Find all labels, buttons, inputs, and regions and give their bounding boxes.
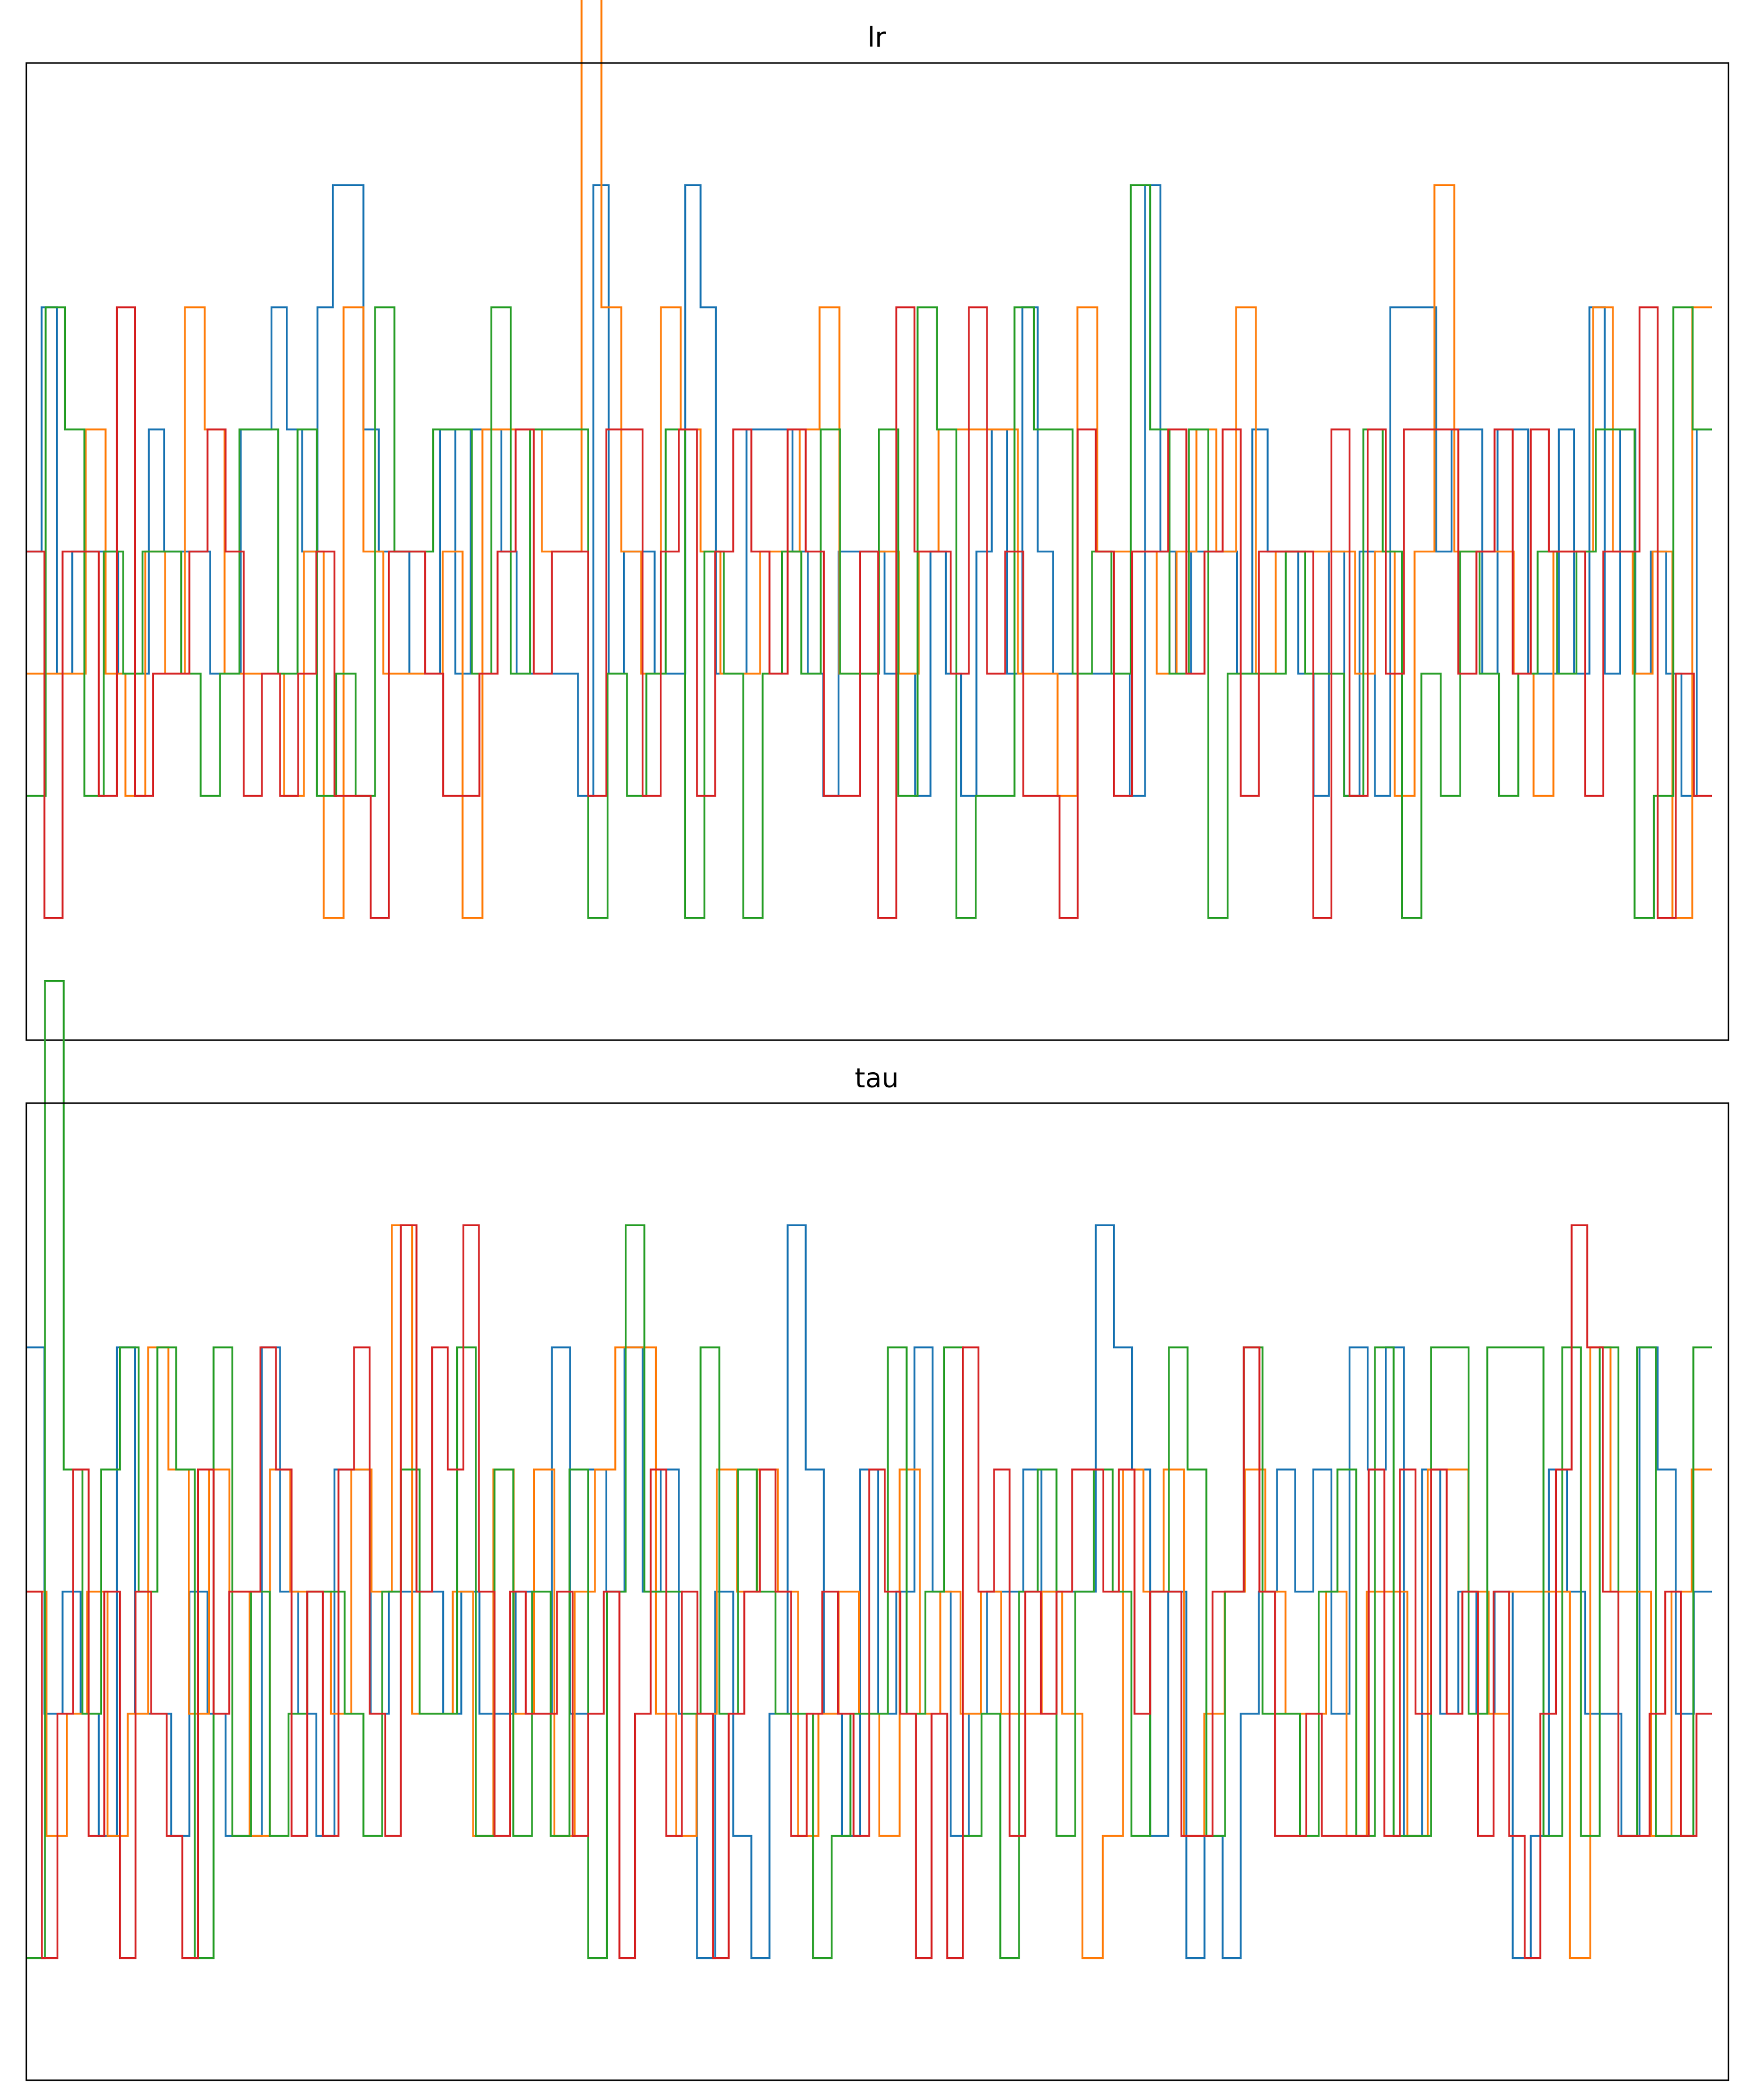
lr-panel: lr: [25, 0, 1730, 1041]
tau-series-layer: [26, 980, 1712, 1959]
tau-series-1-line: [26, 1224, 1712, 1959]
tau-panel: tau: [25, 980, 1730, 2081]
lr-panel-title: lr: [867, 22, 886, 53]
tau-axes-frame: [25, 1102, 1730, 2081]
lr-series-layer: [26, 0, 1712, 919]
lr-axes-frame: [25, 62, 1730, 1041]
tau-panel-title: tau: [855, 1062, 898, 1094]
tau-series-3-line: [26, 1224, 1712, 1959]
lr-series-4-line: [26, 306, 1712, 919]
